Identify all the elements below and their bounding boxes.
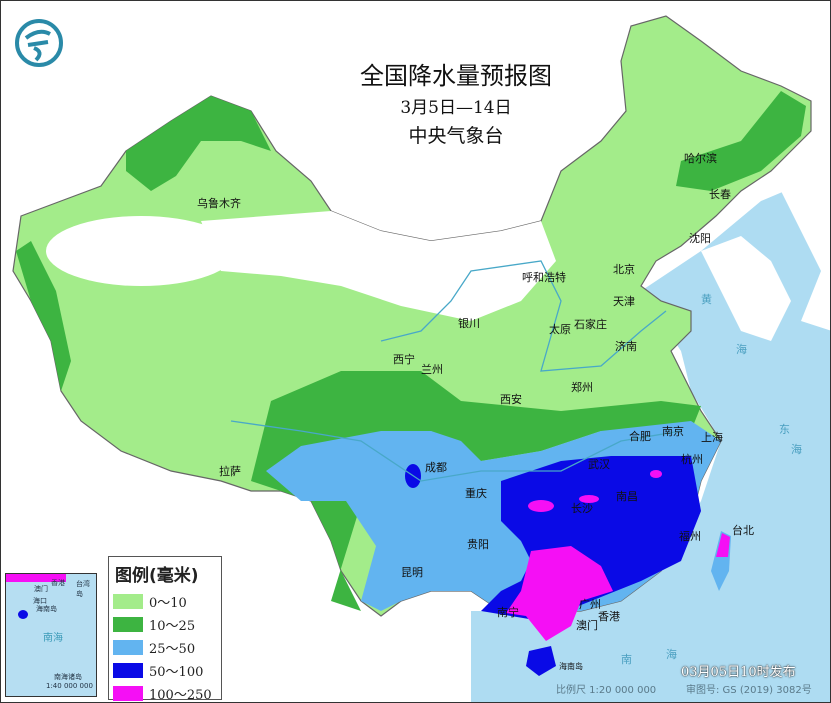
city-label: 南京 [662,425,684,438]
no-rain-north [201,211,556,321]
city-label: 西宁 [393,353,415,366]
inset-label: 南海 [43,633,63,644]
city-label: 北京 [613,263,635,276]
sea-label: 海 [791,443,802,456]
japan [781,162,830,331]
no-rain-tarim [46,216,236,286]
inset-label: 海南岛 [36,605,57,613]
city-label: 拉萨 [219,465,241,478]
city-label: 南宁 [497,606,519,619]
city-label: 太原 [549,323,571,336]
zone-100-250-blob [650,470,662,478]
city-label: 海南岛 [559,662,583,671]
city-label: 台北 [732,524,754,537]
legend-swatch [113,594,143,609]
city-label: 郑州 [571,381,593,394]
legend-label: 0～10 [149,596,187,611]
yangtze-river [230,420,682,482]
zone-10-25-west [16,241,71,391]
inset-heavy-rain [6,574,66,582]
city-label: 杭州 [681,453,703,466]
city-label: 长春 [709,188,731,201]
inset-label: 香港 [51,579,65,587]
inset-hainan [18,610,28,619]
city-label: 长沙 [571,502,593,515]
issuer: 中央气象台 [408,125,504,147]
legend-item: 25～50 [113,636,221,659]
city-label: 合肥 [629,430,651,443]
legend-item: 0～10 [113,590,221,613]
sea-label: 海 [666,648,677,661]
inset-label: 南海诸岛 [54,673,82,681]
zone-100-250-blob [579,495,599,503]
city-label: 香港 [598,610,620,623]
city-label: 澳门 [576,619,598,632]
zone-10-25-ne [676,91,806,191]
city-label: 广州 [579,598,601,611]
korea-peninsula [701,236,791,341]
city-label: 西安 [500,393,522,406]
cma-logo-icon [15,19,63,67]
zone-10-25-south [251,371,701,611]
map-scale: 比例尺 1:20 000 000 [556,685,657,696]
city-label: 乌鲁木齐 [197,197,241,210]
legend-swatch [113,617,143,632]
city-label: 济南 [615,340,637,353]
legend-item: 10～25 [113,613,221,636]
south-china-sea-inset: 澳门 香港 台湾岛 海口 海南岛 南海 南海诸岛 1:40 000 000 [5,573,97,697]
city-label: 昆明 [401,566,423,579]
cma-logo [14,18,64,72]
inset-label: 海口 [33,597,47,605]
zone-10-25-north-xj [126,96,271,191]
zone-100-250-blob [528,500,554,512]
city-label: 银川 [458,317,480,330]
map-approval-number: 审图号: GS (2019) 3082号 [686,685,812,696]
taiwan-heavy [716,533,730,557]
city-label: 成都 [425,461,447,474]
legend-label: 50～100 [149,665,204,680]
zone-100-250 [506,546,613,641]
sea-label: 黄 [701,293,712,306]
inset-label: 台湾岛 [76,580,90,598]
issued-time: 03月05日10时发布 [681,665,796,680]
city-label: 上海 [701,431,723,444]
city-label: 天津 [613,295,635,308]
city-label: 沈阳 [689,232,711,245]
legend-label: 25～50 [149,642,196,657]
city-label: 贵阳 [467,538,489,551]
map-title: 全国降水量预报图 [360,62,552,90]
legend-swatch [113,640,143,655]
legend: 图例(毫米) 0～10 10～25 25～50 50～100 100～250 [108,556,222,703]
city-label: 重庆 [465,487,487,500]
yellow-river [380,260,667,372]
legend-label: 100～250 [149,688,212,703]
city-label: 武汉 [588,458,610,471]
inset-label: 澳门 [34,585,48,593]
forecast-period: 3月5日—14日 [400,98,512,118]
sea-label: 海 [736,343,747,356]
city-label: 南昌 [616,490,638,503]
city-label: 石家庄 [574,318,607,331]
legend-swatch [113,663,143,678]
legend-label: 10～25 [149,619,196,634]
sea-label: 南 [621,653,632,666]
legend-title: 图例(毫米) [115,566,199,586]
city-label: 福州 [679,530,701,543]
legend-item: 100～250 [113,682,221,703]
city-label: 哈尔滨 [684,152,717,165]
city-label: 兰州 [421,363,443,376]
hainan [526,646,556,676]
legend-swatch [113,686,143,701]
inset-label: 1:40 000 000 [46,682,93,690]
city-label: 呼和浩特 [522,271,566,284]
legend-item: 50～100 [113,659,221,682]
sea-label: 东 [779,423,790,436]
